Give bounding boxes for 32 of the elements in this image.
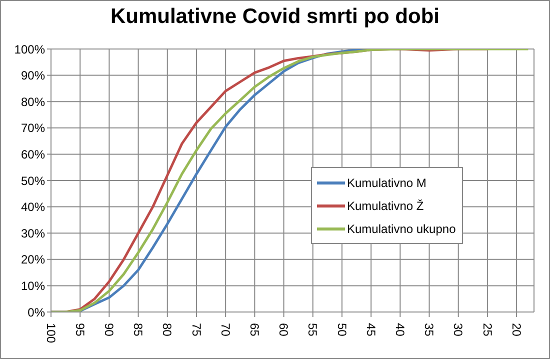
y-tick-label: 100% [14, 42, 46, 56]
x-tick-label: 50 [334, 323, 349, 337]
x-tick-label: 35 [422, 323, 436, 337]
x-tick-label: 60 [276, 323, 291, 337]
x-tick-label: 25 [480, 323, 494, 337]
legend-label: Kumulativno Ž [347, 198, 424, 212]
y-tick-label: 50% [20, 174, 46, 188]
x-tick-label: 55 [306, 323, 320, 337]
x-tick-label: 100 [44, 323, 58, 344]
x-tick-label: 80 [160, 323, 174, 337]
legend-label: Kumulativno ukupno [347, 222, 456, 236]
y-tick-label: 20% [20, 252, 46, 267]
y-tick-label: 90% [20, 68, 46, 83]
y-tick-label: 10% [20, 278, 46, 293]
x-tick-label: 20 [509, 323, 524, 337]
x-tick-label: 30 [451, 323, 466, 337]
y-tick-label: 40% [20, 200, 46, 214]
x-tick-label: 75 [189, 323, 204, 337]
y-tick-label: 60% [20, 147, 46, 162]
x-tick-label: 40 [392, 323, 407, 337]
legend-label: Kumulativno M [347, 176, 426, 190]
y-tick-label: 70% [20, 121, 46, 136]
chart-title: Kumulativne Covid smrti po dobi [109, 5, 441, 29]
x-tick-label: 65 [247, 323, 262, 337]
x-tick-label: 95 [72, 323, 87, 337]
y-tick-label: 30% [20, 226, 46, 240]
x-tick-label: 45 [364, 323, 378, 337]
y-tick-label: 0% [28, 305, 46, 320]
x-tick-label: 90 [102, 323, 116, 337]
x-tick-label: 70 [218, 323, 232, 337]
y-tick-label: 80% [20, 94, 46, 109]
x-tick-label: 85 [131, 323, 146, 337]
